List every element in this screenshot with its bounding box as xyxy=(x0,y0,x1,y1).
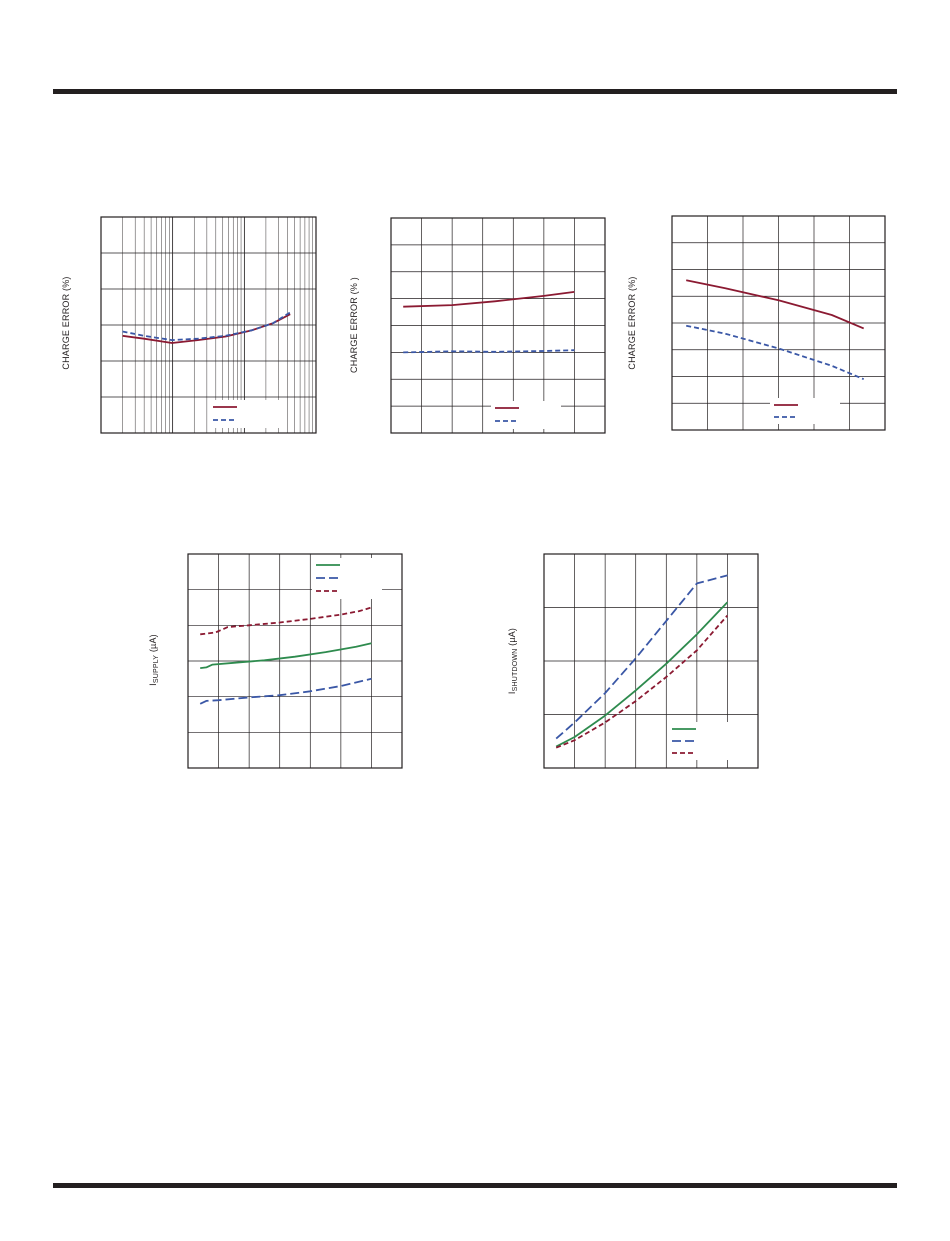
chart4-plot xyxy=(187,553,403,769)
legend-background xyxy=(770,398,840,424)
series-line-1 xyxy=(200,642,372,669)
legend-background xyxy=(209,400,279,428)
chart1-ylabel: CHARGE ERROR (%) xyxy=(61,276,71,370)
top-rule xyxy=(53,89,897,94)
series-line-2 xyxy=(686,324,865,381)
plot-frame xyxy=(671,215,886,431)
legend-background xyxy=(491,401,561,429)
series-line-3 xyxy=(555,614,729,749)
chart5-plot xyxy=(543,553,759,769)
chart2-ylabel: CHARGE ERROR (% ) xyxy=(349,277,359,373)
chart5-ylabel: ISHUTDOWN (µA) xyxy=(507,627,519,695)
plot-frame xyxy=(100,216,317,434)
series-line-1 xyxy=(555,601,729,748)
series-line-1 xyxy=(403,291,575,308)
plot-frame xyxy=(390,217,606,434)
grid xyxy=(101,217,316,433)
chart2-plot xyxy=(390,217,606,434)
bottom-rule xyxy=(53,1183,897,1188)
series-line-2 xyxy=(199,677,372,705)
chart1-plot xyxy=(100,216,317,434)
series-line-2 xyxy=(555,574,728,740)
chart3-plot xyxy=(671,215,886,431)
plot-frame xyxy=(187,553,403,769)
series-line-3 xyxy=(200,606,372,636)
chart3-ylabel: CHARGE ERROR (%) xyxy=(627,276,637,370)
series-line-2 xyxy=(122,311,291,341)
grid xyxy=(391,218,605,433)
series-line-1 xyxy=(122,313,291,344)
chart4-ylabel: ISUPPLY (µA) xyxy=(148,634,160,686)
plot-frame xyxy=(543,553,759,769)
series-line-2 xyxy=(403,349,575,354)
series-line-1 xyxy=(686,279,865,330)
